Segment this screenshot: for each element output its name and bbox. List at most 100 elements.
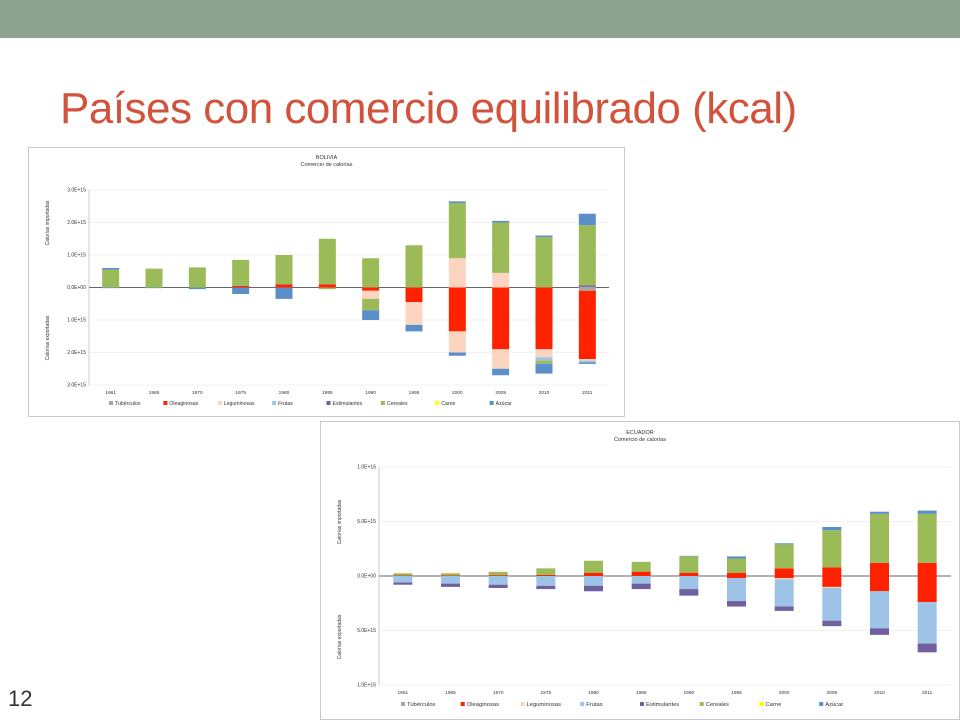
bar-segment xyxy=(536,568,556,575)
bar-segment xyxy=(727,576,746,579)
x-tick-label: 2005 xyxy=(495,390,506,396)
legend-label: Oleaginosas xyxy=(169,401,198,407)
bar-segment xyxy=(535,237,553,288)
legend-swatch xyxy=(759,702,764,706)
bar-segment xyxy=(441,576,460,584)
bar-segment xyxy=(275,255,293,285)
legend-swatch xyxy=(272,401,277,405)
bar-segment xyxy=(393,576,413,583)
bar-segment xyxy=(870,576,889,592)
y-tick-label: 5.0E+15 xyxy=(357,519,376,525)
x-tick-label: 1965 xyxy=(149,390,160,396)
bar-segment xyxy=(488,576,508,585)
bar-segment xyxy=(774,606,794,611)
bar-segment xyxy=(275,287,293,299)
bar-segment xyxy=(774,568,794,576)
bar-segment xyxy=(448,201,466,203)
x-tick-label: 2000 xyxy=(779,690,790,696)
bar-segment xyxy=(393,575,413,576)
x-tick-label: 1990 xyxy=(365,390,376,396)
bar-segment xyxy=(578,225,596,286)
bar-segment xyxy=(488,584,508,588)
bar-segment xyxy=(405,245,423,288)
bar-segment xyxy=(917,562,937,576)
y-tick-label: 0.0E+00 xyxy=(67,285,86,291)
x-tick-label: 1985 xyxy=(322,390,333,396)
legend-label: Tubérculos xyxy=(115,401,141,407)
bar-segment xyxy=(727,572,746,576)
y-tick-label: 2.0E+15 xyxy=(67,350,86,356)
bar-segment xyxy=(578,359,596,361)
bar-segment xyxy=(188,287,206,290)
y-tick-label: 2.0E+15 xyxy=(67,220,86,226)
bar-segment xyxy=(679,576,699,590)
legend-swatch xyxy=(401,702,405,706)
bar-segment xyxy=(536,574,556,576)
bar-segment xyxy=(448,287,466,332)
x-tick-label: 1995 xyxy=(731,690,742,696)
legend-swatch xyxy=(435,401,440,405)
legend-label: Oleaginosas xyxy=(467,702,499,708)
bar-segment xyxy=(536,576,556,586)
bar-segment xyxy=(448,203,466,259)
chart-title: ECUADOR xyxy=(626,430,654,436)
x-tick-label: 1975 xyxy=(235,390,246,396)
legend-swatch xyxy=(699,702,704,706)
bar-segment xyxy=(578,287,596,291)
bar-segment xyxy=(584,585,603,592)
bar-segment xyxy=(822,576,842,587)
legend-label: Frutas xyxy=(278,401,293,407)
bar-segment xyxy=(679,572,699,576)
bar-segment xyxy=(145,268,163,288)
legend-swatch xyxy=(520,702,525,706)
bar-segment xyxy=(441,583,460,587)
chart-title: BOLIVIA xyxy=(316,155,338,161)
legend-label: Estimulantes xyxy=(646,702,679,708)
bar-segment xyxy=(584,572,603,576)
bar-segment xyxy=(102,287,120,289)
bar-segment xyxy=(774,543,794,545)
x-tick-label: 2010 xyxy=(874,690,885,696)
x-tick-label: 2011 xyxy=(922,690,933,696)
bar-segment xyxy=(232,287,250,294)
bar-segment xyxy=(584,560,603,573)
bar-segment xyxy=(448,258,466,288)
bar-segment xyxy=(679,555,699,557)
bar-segment xyxy=(917,643,937,653)
x-tick-label: 1995 xyxy=(409,390,420,396)
bar-segment xyxy=(362,258,380,288)
legend-swatch xyxy=(380,401,385,405)
legend-swatch xyxy=(109,401,113,405)
bar-segment xyxy=(362,310,380,320)
x-tick-label: 1980 xyxy=(588,690,599,696)
bar-segment xyxy=(492,222,510,273)
bar-segment xyxy=(870,562,889,576)
bar-segment xyxy=(774,579,794,607)
bar-segment xyxy=(535,235,553,238)
bar-segment xyxy=(584,576,603,586)
x-tick-label: 1975 xyxy=(540,690,551,696)
bar-segment xyxy=(727,558,746,573)
legend-label: Frutas xyxy=(586,702,603,708)
y-label-exports: Calorías exportadas xyxy=(337,614,343,659)
bar-segment xyxy=(774,576,794,579)
y-label-exports: Calorías exportadas xyxy=(45,315,51,360)
legend-label: Carne xyxy=(441,401,455,407)
bar-segment xyxy=(393,582,413,585)
bar-segment xyxy=(492,349,510,369)
chart-subtitle: Comercio de calorías xyxy=(301,162,353,168)
bar-segment xyxy=(679,556,699,573)
y-tick-label: 1.0E+16 xyxy=(357,465,376,471)
bar-segment xyxy=(405,287,423,303)
bar-segment xyxy=(870,591,889,629)
bar-segment xyxy=(535,363,553,374)
bar-segment xyxy=(492,272,510,288)
legend-label: Tubérculos xyxy=(407,702,436,708)
legend-swatch xyxy=(819,702,824,706)
bar-segment xyxy=(631,583,651,590)
x-tick-label: 2000 xyxy=(452,390,463,396)
bar-segment xyxy=(822,620,842,627)
bar-segment xyxy=(631,576,651,584)
bar-segment xyxy=(488,571,508,576)
bar-segment xyxy=(362,287,380,291)
